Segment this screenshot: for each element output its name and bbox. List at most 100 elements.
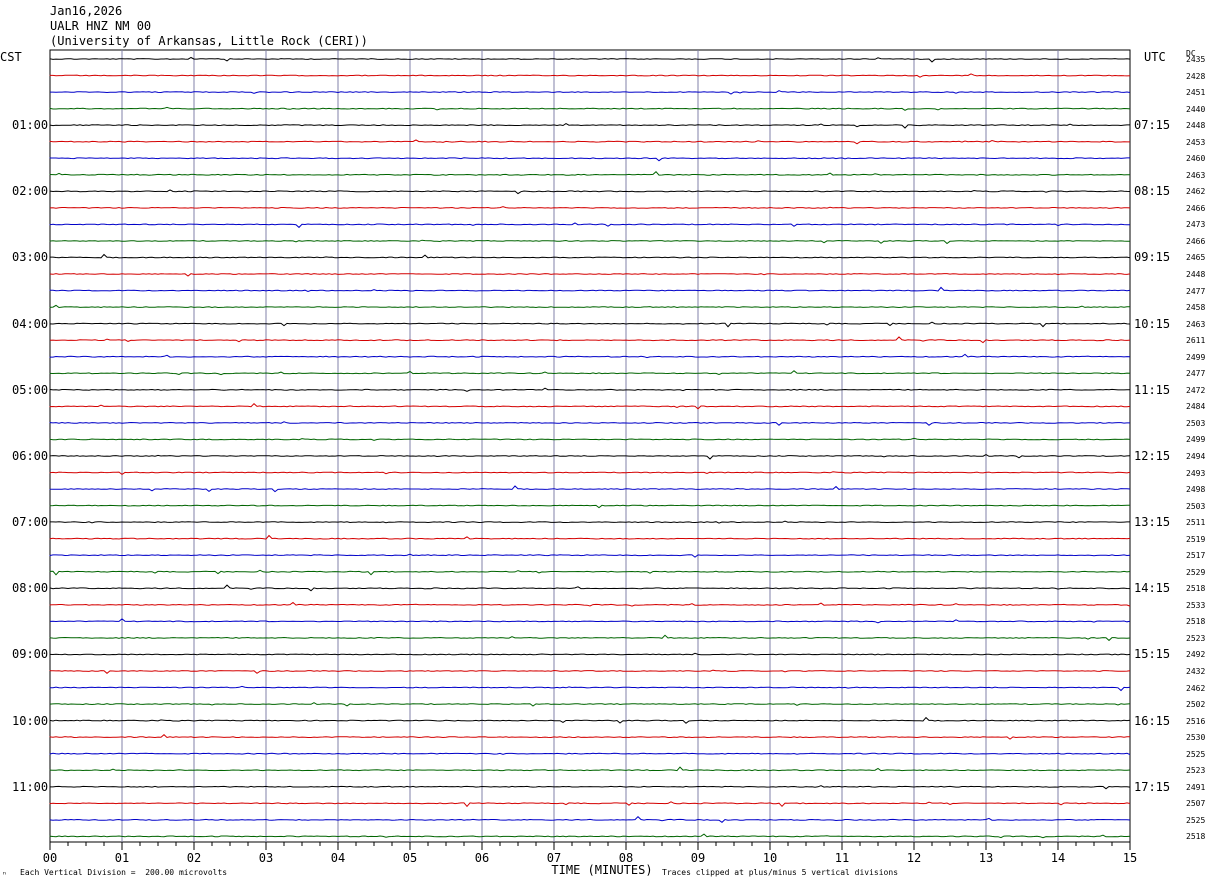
trace-row-3 <box>50 90 1131 95</box>
x-tick-label-02: 02 <box>186 851 202 865</box>
dc-value: 2503 <box>1186 501 1206 511</box>
dc-value: 2525 <box>1186 815 1206 825</box>
trace-row-16 <box>49 304 1130 309</box>
x-tick-label-12: 12 <box>906 851 922 865</box>
trace-row-33 <box>49 584 1131 592</box>
x-tick-label-09: 09 <box>690 851 706 865</box>
dc-value: 2440 <box>1186 104 1206 114</box>
trace-row-11 <box>49 222 1130 229</box>
left-hour-label: 05:00 <box>12 382 49 397</box>
trace-row-28 <box>49 504 1130 509</box>
right-hour-label: 17:15 <box>1134 779 1171 794</box>
dc-value: 2494 <box>1186 451 1206 461</box>
left-hour-label: 09:00 <box>12 647 49 662</box>
x-tick-label-14: 14 <box>1050 851 1066 865</box>
trace-row-42 <box>49 734 1130 740</box>
dc-value: 2458 <box>1186 303 1206 313</box>
trace-row-38 <box>49 669 1131 674</box>
trace-row-19 <box>49 353 1131 359</box>
x-tick-label-05: 05 <box>402 851 418 865</box>
dc-value: 2466 <box>1186 236 1206 246</box>
trace-row-9 <box>49 189 1131 195</box>
dc-value: 2428 <box>1186 71 1206 81</box>
trace-row-14 <box>49 273 1131 277</box>
dc-value: 2502 <box>1186 700 1206 710</box>
trace-row-37 <box>49 652 1131 656</box>
left-hour-label: 04:00 <box>12 316 49 331</box>
x-tick-label-04: 04 <box>330 851 346 865</box>
trace-row-21 <box>49 387 1130 392</box>
trace-row-41 <box>49 716 1131 724</box>
left-hour-label: 08:00 <box>12 581 49 596</box>
trace-row-44 <box>49 766 1131 772</box>
dc-value: 2491 <box>1186 782 1206 792</box>
trace-row-31 <box>49 553 1131 558</box>
trace-row-2 <box>49 73 1131 78</box>
left-timezone-label: CST <box>0 50 22 64</box>
trace-row-26 <box>49 471 1131 476</box>
trace-row-45 <box>49 785 1131 790</box>
trace-row-17 <box>49 321 1131 328</box>
trace-row-43 <box>49 752 1131 756</box>
dc-value: 2523 <box>1186 766 1206 776</box>
right-hour-label: 09:15 <box>1134 250 1171 265</box>
dc-value: 2448 <box>1186 121 1206 131</box>
left-hour-label: 02:00 <box>12 184 49 199</box>
dc-value: 2463 <box>1186 319 1206 329</box>
trace-row-7 <box>49 157 1130 162</box>
x-tick-label-08: 08 <box>618 851 634 865</box>
dc-value: 2460 <box>1186 154 1206 164</box>
dc-value: 2463 <box>1186 170 1206 180</box>
trace-row-10 <box>49 206 1131 209</box>
trace-row-23 <box>49 421 1130 426</box>
plot-frame <box>49 49 1131 843</box>
dc-value: 2435 <box>1186 55 1206 64</box>
x-tick-label-07: 07 <box>546 851 562 865</box>
trace-row-22 <box>49 403 1131 410</box>
trace-row-46 <box>49 801 1131 808</box>
trace-row-30 <box>49 534 1131 540</box>
dc-column-label: DC <box>1186 49 1196 58</box>
dc-value: 2519 <box>1186 534 1206 544</box>
x-tick-label-10: 10 <box>762 851 778 865</box>
institution-name: (University of Arkansas, Little Rock (CE… <box>50 34 368 48</box>
trace-row-39 <box>49 685 1131 692</box>
right-hour-label: 13:15 <box>1134 515 1171 530</box>
dc-value: 2503 <box>1186 418 1206 428</box>
x-tick-label-01: 01 <box>114 851 130 865</box>
right-hour-label: 16:15 <box>1134 713 1171 728</box>
trace-row-40 <box>49 702 1131 707</box>
trace-row-15 <box>49 286 1131 293</box>
dc-value: 2523 <box>1186 633 1206 643</box>
trace-row-35 <box>49 618 1131 624</box>
footer-left-mark: ⁿ <box>2 870 7 879</box>
dc-value: 2477 <box>1186 369 1206 379</box>
trace-row-6 <box>49 139 1130 145</box>
left-hour-label: 10:00 <box>12 713 49 728</box>
dc-value: 2518 <box>1186 832 1206 842</box>
dc-value: 2484 <box>1186 402 1206 412</box>
left-hour-label: 06:00 <box>12 448 49 463</box>
dc-value: 2530 <box>1186 733 1206 743</box>
dc-value: 2518 <box>1186 584 1206 594</box>
trace-row-36 <box>49 634 1131 642</box>
left-hour-label: 03:00 <box>12 250 49 265</box>
dc-value: 2462 <box>1186 187 1206 197</box>
x-tick-label-11: 11 <box>834 851 850 865</box>
station-code: UALR HNZ NM 00 <box>50 19 152 33</box>
dc-value: 2507 <box>1186 799 1206 809</box>
trace-row-13 <box>49 253 1131 259</box>
dc-value: 2472 <box>1186 385 1206 395</box>
right-timezone-label: UTC <box>1144 50 1166 64</box>
trace-row-4 <box>49 106 1131 111</box>
dc-value: 2492 <box>1186 650 1206 660</box>
right-hour-label: 11:15 <box>1134 382 1171 397</box>
plot-date: Jan16,2026 <box>50 4 123 18</box>
dc-value: 2517 <box>1186 551 1206 561</box>
dc-value: 2448 <box>1186 270 1206 280</box>
x-tick-label-13: 13 <box>978 851 994 865</box>
x-tick-label-06: 06 <box>474 851 490 865</box>
dc-value: 2516 <box>1186 716 1206 726</box>
x-tick-label-15: 15 <box>1122 851 1138 865</box>
